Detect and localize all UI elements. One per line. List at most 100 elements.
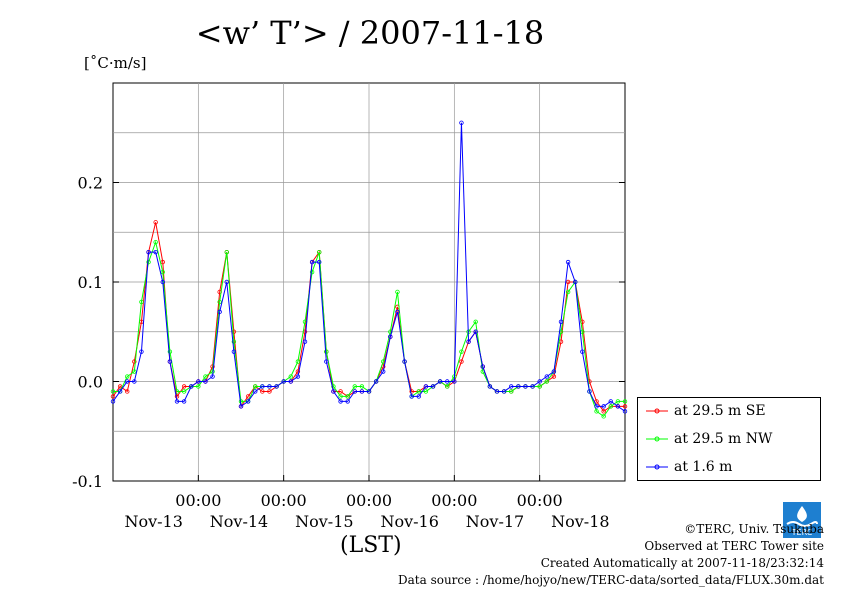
y-tick-label: 0.0 [78, 373, 103, 392]
data-point [110, 399, 116, 404]
logo-text: TERC [791, 528, 813, 537]
credit-created: Created Automatically at 2007-11-18/23:3… [540, 556, 824, 570]
data-point [331, 384, 336, 389]
data-point [494, 389, 500, 394]
data-point [345, 394, 350, 399]
data-point [245, 399, 251, 404]
data-point [146, 249, 151, 255]
data-point [452, 379, 457, 384]
y-tick-label: 0.2 [78, 174, 103, 193]
terc-logo: TERC [783, 502, 821, 538]
data-point [203, 374, 208, 379]
data-point [352, 389, 357, 394]
data-point [345, 399, 350, 404]
data-point [260, 389, 265, 394]
x-tick-label-time: 00:00 [431, 491, 477, 510]
data-point [196, 384, 201, 389]
data-point [530, 384, 535, 389]
data-point [217, 309, 222, 315]
data-point [224, 249, 229, 255]
series-line [112, 122, 626, 412]
x-day-label: Nov-16 [380, 512, 438, 531]
x-day-label: Nov-13 [124, 512, 182, 531]
data-point [267, 384, 272, 389]
y-tick-label: -0.1 [72, 472, 103, 491]
legend-swatch-nw [646, 434, 668, 444]
data-point [459, 349, 464, 354]
x-tick-label-time: 00:00 [261, 491, 307, 510]
data-point [523, 384, 528, 389]
data-point [509, 384, 514, 389]
data-point [181, 389, 187, 394]
data-point [203, 379, 208, 384]
data-point [117, 384, 123, 389]
data-point [338, 394, 343, 399]
data-point [473, 319, 478, 324]
data-point [359, 384, 365, 389]
data-point [295, 369, 301, 374]
data-point [324, 349, 329, 354]
data-point [622, 404, 628, 409]
data-point [146, 259, 151, 265]
data-point [224, 279, 229, 285]
data-point [110, 389, 116, 394]
data-point [217, 299, 222, 305]
data-point [402, 359, 407, 364]
data-point [132, 359, 137, 364]
data-point [594, 399, 599, 404]
x-tick-label-time: 00:00 [175, 491, 221, 510]
data-point [181, 399, 187, 404]
legend-item-se: at 29.5 m SE [646, 401, 766, 421]
data-point [132, 369, 137, 374]
data-point [558, 319, 564, 324]
data-point [473, 329, 478, 334]
data-point [352, 384, 357, 389]
data-point [189, 384, 194, 389]
data-point [537, 379, 542, 384]
data-point [160, 269, 165, 275]
data-point [395, 289, 400, 295]
data-point [601, 414, 606, 419]
data-point [381, 369, 386, 374]
data-point [153, 239, 158, 245]
data-point [132, 379, 137, 384]
data-point [537, 384, 542, 389]
data-point [253, 389, 258, 394]
data-point [125, 379, 130, 384]
data-point [423, 384, 429, 389]
data-point [196, 379, 201, 384]
data-point [295, 359, 301, 364]
x-day-label: Nov-18 [551, 512, 609, 531]
data-point [622, 399, 628, 404]
data-point [587, 389, 592, 394]
data-point [260, 384, 265, 389]
data-point [480, 364, 485, 369]
data-point [274, 384, 279, 389]
data-point [573, 279, 578, 285]
legend-swatch-se [646, 406, 668, 416]
data-point [338, 399, 343, 404]
x-tick-label-time: 00:00 [517, 491, 563, 510]
data-point [288, 374, 293, 379]
data-point [309, 269, 315, 275]
data-point [125, 389, 130, 394]
data-point [317, 249, 322, 255]
data-point [388, 334, 393, 339]
data-point [281, 379, 286, 384]
x-tick-label-time: 00:00 [346, 491, 392, 510]
legend-label-se: at 29.5 m SE [674, 403, 766, 419]
data-point [594, 409, 599, 414]
data-point [331, 389, 336, 394]
data-point [601, 409, 606, 414]
data-point [139, 349, 144, 354]
legend-label-nw: at 29.5 m NW [674, 431, 773, 447]
y-tick-label: 0.1 [78, 273, 103, 292]
data-point [423, 389, 429, 394]
data-point [139, 299, 144, 305]
data-point [615, 404, 621, 409]
data-point [551, 374, 557, 379]
legend-swatch-1-6m [646, 462, 668, 472]
data-point [174, 399, 180, 404]
data-point [302, 339, 308, 344]
